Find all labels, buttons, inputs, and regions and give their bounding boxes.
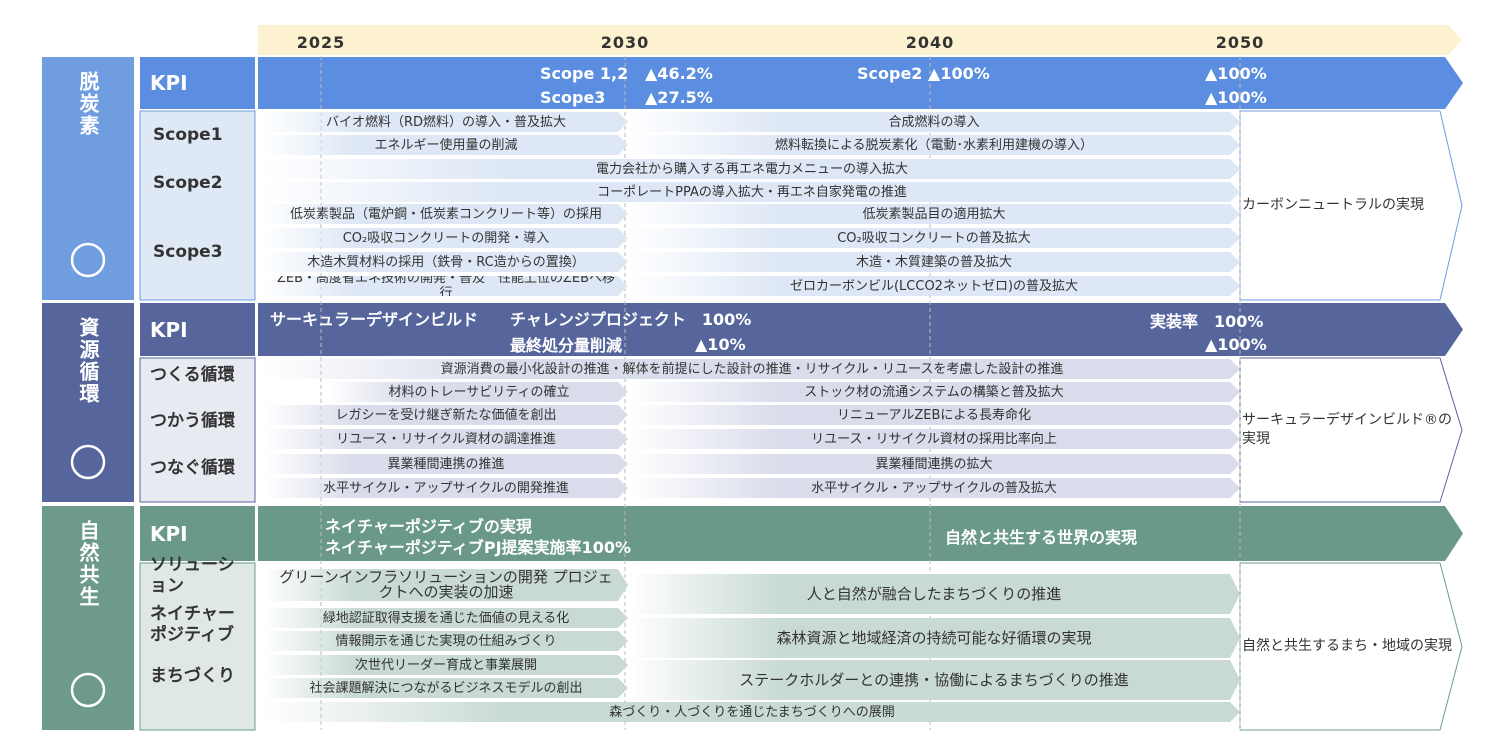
kpi-text: ▲27.5% <box>645 87 713 107</box>
kpi-text: 最終処分量削減 <box>510 336 623 355</box>
roadmap-bar: 木造・木質建築の普及拡大 <box>628 252 1240 272</box>
group-label: ソリューション <box>150 555 235 596</box>
section-title: 脱炭素 <box>76 71 100 137</box>
section-side <box>42 303 134 502</box>
kpi-text: ▲46.2% <box>645 63 713 83</box>
year-label: 2025 <box>296 32 346 52</box>
roadmap-bar: 合成燃料の導入 <box>628 112 1240 132</box>
roadmap-bar: ステークホルダーとの連携・協働によるまちづくりの推進 <box>628 660 1240 700</box>
kpi-text: Scope2 ▲100% <box>857 63 990 83</box>
roadmap-bar: 材料のトレーサビリティの確立 <box>330 382 628 402</box>
year-label: 2050 <box>1215 32 1265 52</box>
year-label: 2040 <box>905 32 955 52</box>
section-icon <box>70 444 106 480</box>
kpi-text: 自然と共生する世界の実現 <box>945 528 1138 547</box>
group-bg <box>139 562 256 731</box>
goal-text: 自然と共生するまち・地域の実現 <box>1242 638 1452 654</box>
roadmap-bar: レガシーを受け継ぎ新たな価値を創出 <box>264 405 628 425</box>
kpi-text: チャレンジプロジェクト 100% <box>510 310 752 329</box>
roadmap-bar: グリーンインフラソリューションの開発 プロジェクトへの実装の加速 <box>264 569 628 601</box>
section-title: 資源循環 <box>76 317 100 405</box>
kpi-arrow <box>258 506 1463 561</box>
kpi-label: KPI <box>150 317 188 342</box>
kpi-text: ▲100% <box>1205 63 1267 83</box>
roadmap-bar: バイオ燃料（RD燃料）の導入・普及拡大 <box>264 112 628 132</box>
roadmap-bar: 森林資源と地域経済の持続可能な好循環の実現 <box>628 618 1240 658</box>
section-side <box>42 506 134 730</box>
roadmap-bar: 人と自然が融合したまちづくりの推進 <box>628 574 1240 614</box>
roadmap-bar: 低炭素製品目の適用拡大 <box>628 204 1240 224</box>
roadmap-bar: 水平サイクル・アップサイクルの開発推進 <box>264 478 628 498</box>
roadmap-bar: リユース・リサイクル資材の調達推進 <box>264 429 628 449</box>
roadmap-bar: リニューアルZEBによる長寿命化 <box>628 405 1240 425</box>
kpi-arrow <box>258 57 1463 109</box>
goal-text: カーボンニュートラルの実現 <box>1242 197 1424 213</box>
roadmap-bar: 森づくり・人づくりを通じたまちづくりへの展開 <box>264 702 1240 722</box>
roadmap-bar: リユース・リサイクル資材の採用比率向上 <box>628 429 1240 449</box>
roadmap-bar: 異業種間連携の拡大 <box>628 454 1240 474</box>
roadmap-bar: ストック材の流通システムの構築と普及拡大 <box>628 382 1240 402</box>
kpi-text: ネイチャーポジティブPJ提案実施率100% <box>325 538 631 557</box>
kpi-text: 実装率 100% <box>1150 312 1264 331</box>
roadmap-bar: 緑地認証取得支援を通じた価値の見える化 <box>264 608 628 628</box>
group-bg <box>139 110 256 301</box>
group-label: つなぐ循環 <box>150 457 235 478</box>
group-label: ネイチャーポジティブ <box>150 604 235 645</box>
roadmap-bar: 水平サイクル・アップサイクルの普及拡大 <box>628 478 1240 498</box>
kpi-text: ▲10% <box>695 334 746 354</box>
group-label: まちづくり <box>150 665 235 686</box>
kpi-text: ネイチャーポジティブの実現 <box>325 517 532 536</box>
roadmap-bar: 低炭素製品（電炉鋼・低炭素コンクリート等）の採用 <box>264 204 628 224</box>
group-label: つかう循環 <box>150 410 235 431</box>
roadmap-bar: コーポレートPPAの導入拡大・再エネ自家発電の推進 <box>264 182 1240 202</box>
kpi-text: Scope 1,2 <box>540 63 629 83</box>
roadmap-bar: 社会課題解決につながるビジネスモデルの創出 <box>264 678 628 698</box>
kpi-text: ▲100% <box>1205 87 1267 107</box>
section-title: 自然共生 <box>76 520 100 608</box>
roadmap-bar: 異業種間連携の推進 <box>264 454 628 474</box>
roadmap-bar: 資源消費の最小化設計の推進・解体を前提にした設計の推進・リサイクル・リユースを考… <box>264 359 1240 379</box>
section-side <box>42 57 134 300</box>
kpi-text: サーキュラーデザインビルド <box>270 310 479 329</box>
kpi-label: KPI <box>150 71 188 95</box>
kpi-label-bg <box>140 506 255 561</box>
timeline-arrow <box>258 25 1462 55</box>
group-label: Scope2 <box>153 172 223 193</box>
roadmap-bar: 情報開示を通じた実現の仕組みづくり <box>264 631 628 651</box>
roadmap-bar: ZEB・高度省エネ技術の開発・普及 性能上位のZEBへ移行 <box>264 276 628 296</box>
roadmap-bar: CO₂吸収コンクリートの普及拡大 <box>628 228 1240 248</box>
kpi-text: Scope3 <box>540 87 606 107</box>
group-label: Scope1 <box>153 124 223 145</box>
roadmap-bar: エネルギー使用量の削減 <box>264 135 628 155</box>
goal-text: サーキュラーデザインビルド®の実現 <box>1242 412 1452 447</box>
kpi-label-bg <box>140 57 255 109</box>
kpi-label-bg <box>140 303 255 356</box>
section-icon <box>70 672 106 708</box>
roadmap-bar: 次世代リーダー育成と事業展開 <box>264 655 628 675</box>
roadmap-bar: ゼロカーボンビル(LCCO2ネットゼロ)の普及拡大 <box>628 276 1240 296</box>
kpi-label: KPI <box>150 521 188 546</box>
group-label: つくる循環 <box>150 364 235 385</box>
roadmap-bar: 燃料転換による脱炭素化（電動･水素利用建機の導入） <box>628 135 1240 155</box>
kpi-arrow <box>258 303 1463 356</box>
roadmap-bar: CO₂吸収コンクリートの開発・導入 <box>264 228 628 248</box>
section-icon <box>70 242 106 278</box>
year-label: 2030 <box>600 32 650 52</box>
roadmap-bar: 木造木質材料の採用（鉄骨・RC造からの置換） <box>264 252 628 272</box>
kpi-text: ▲100% <box>1205 334 1267 354</box>
group-bg <box>139 357 256 503</box>
roadmap-bar: 電力会社から購入する再エネ電力メニューの導入拡大 <box>264 159 1240 179</box>
group-label: Scope3 <box>153 241 223 262</box>
